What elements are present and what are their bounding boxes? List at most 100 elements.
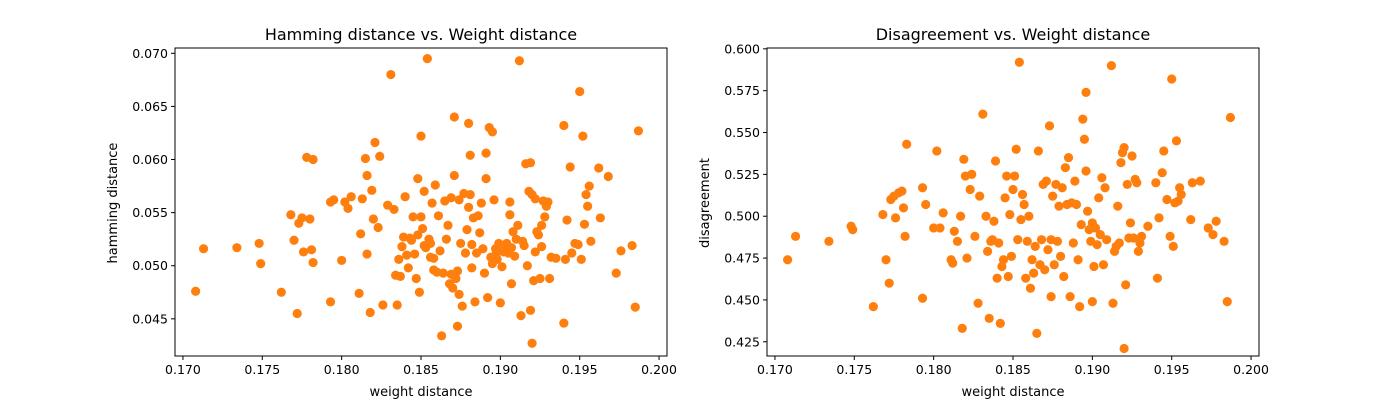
disagreement-chart-point [1029,268,1039,278]
hamming-chart-point [397,242,407,252]
disagreement-chart-point [932,146,942,156]
hamming-chart-ytick-label: 0.055 [132,205,168,220]
disagreement-chart-point [1122,179,1132,190]
disagreement-chart-point [1079,134,1090,144]
hamming-chart-point [578,131,588,141]
hamming-chart-point [232,243,242,253]
disagreement-chart-point [1021,273,1031,283]
disagreement-chart-point [1027,255,1037,265]
hamming-chart-point [403,263,413,273]
hamming-chart-point [254,238,264,249]
disagreement-chart-point [900,231,910,241]
hamming-chart-point [422,54,432,64]
disagreement-chart-point [938,208,948,218]
disagreement-chart-point [1113,201,1123,211]
hamming-chart-point [525,305,536,315]
disagreement-chart-frame [766,47,1260,357]
disagreement-chart-point [978,109,988,119]
hamming-chart-point [362,170,372,181]
hamming-chart-xtick-label: 0.190 [482,362,518,377]
hamming-chart-point [454,289,464,299]
disagreement-chart-point [1087,296,1097,307]
disagreement-chart-point [959,154,969,164]
disagreement-chart-point [848,225,858,235]
disagreement-chart-point [1041,176,1051,186]
disagreement-chart-point [1076,219,1086,230]
disagreement-chart-point [1005,209,1015,220]
hamming-chart-point [530,194,540,204]
hamming-chart-point [456,238,466,249]
hamming-chart-point [522,261,532,271]
hamming-chart-point [449,170,459,181]
hamming-chart-point [467,263,477,273]
disagreement-chart-point [1094,193,1104,203]
hamming-chart-point [465,150,475,160]
hamming-chart-point [537,220,547,230]
hamming-chart-point [427,198,437,208]
hamming-chart-point [475,228,485,238]
hamming-chart-points [191,54,644,348]
hamming-chart-point [394,254,404,264]
hamming-chart-point [460,248,471,258]
hamming-chart-ylabel: hamming distance [106,143,121,264]
hamming-chart-point [410,249,420,259]
disagreement-chart-point [1059,271,1069,282]
hamming-chart-point [198,244,209,254]
disagreement-chart-point [1143,221,1153,231]
hamming-chart-point [525,158,536,168]
hamming-chart-point [411,273,421,284]
disagreement-chart-point [935,223,945,233]
disagreement-chart-point [992,273,1002,283]
hamming-chart-point [559,318,569,328]
hamming-chart-point [370,137,380,148]
hamming-chart-ytick-label: 0.070 [132,46,168,61]
disagreement-chart-point [1081,87,1091,97]
hamming-chart-point [510,251,520,261]
disagreement-chart-point [994,238,1004,248]
hamming-chart-point [414,287,425,297]
disagreement-chart-point [890,213,901,223]
disagreement-chart-point [884,278,894,288]
disagreement-chart-point [1014,57,1024,67]
hamming-chart-point [292,308,302,319]
disagreement-chart-xtick-label: 0.175 [836,362,872,377]
disagreement-chart-point [1025,283,1036,293]
disagreement-chart-point [1168,241,1178,251]
disagreement-chart-point [1092,240,1102,250]
disagreement-chart-point [1033,146,1043,156]
hamming-chart-point [483,292,493,303]
hamming-chart-point [373,222,383,233]
hamming-chart-point [575,86,585,97]
hamming-chart-xtick-label: 0.180 [324,362,360,377]
hamming-chart-point [357,194,367,204]
disagreement-chart-point [1057,183,1067,193]
disagreement-chart-point [1068,238,1078,248]
hamming-chart-point [413,174,423,184]
disagreement-chart-point [1187,178,1197,188]
disagreement-chart-point [1195,176,1205,186]
disagreement-chart-point [1019,199,1029,210]
hamming-chart-point [573,239,583,250]
disagreement-chart-points [783,57,1236,354]
disagreement-chart-ytick-label: 0.525 [724,167,760,182]
disagreement-chart-point [1125,218,1136,228]
disagreement-chart-point [1032,328,1042,339]
disagreement-chart-point [1054,201,1064,211]
disagreement-chart-point [1016,214,1026,225]
disagreement-chart-ylabel: disagreement [698,158,713,248]
hamming-chart-point [365,307,375,318]
disagreement-chart-point [1121,280,1131,290]
disagreement-chart-point [970,231,980,241]
disagreement-chart-point [1225,112,1236,123]
hamming-chart-point [360,153,371,164]
hamming-chart-point [537,242,547,252]
hamming-chart-ytick-label: 0.065 [132,99,168,114]
disagreement-chart-point [878,209,888,220]
hamming-chart-point [479,268,490,278]
hamming-chart-point [579,219,590,229]
hamming-chart-point [367,185,377,195]
hamming-chart-point [386,69,396,80]
hamming-chart-point [465,189,475,200]
disagreement-chart-point [1152,273,1163,283]
disagreement-chart-point [1046,291,1056,302]
